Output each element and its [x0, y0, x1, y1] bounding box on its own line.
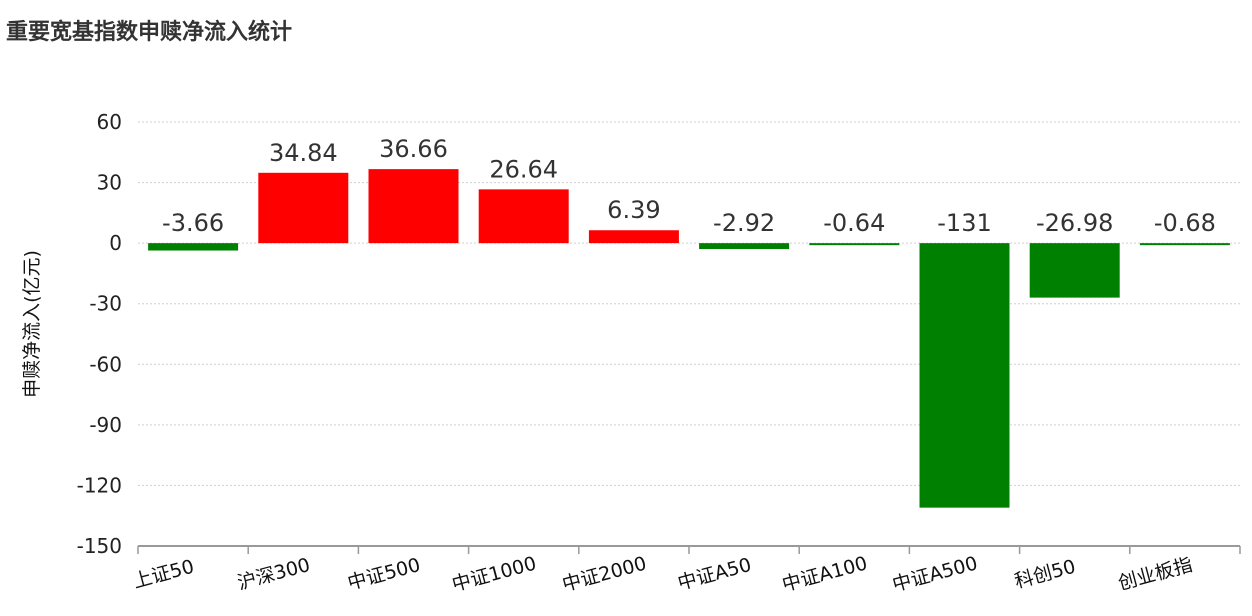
chart-title: 重要宽基指数申赎净流入统计: [6, 20, 293, 45]
bar: [588, 230, 679, 244]
bar: [809, 243, 900, 246]
data-label: -26.98: [1036, 209, 1113, 237]
bar: [919, 243, 1010, 508]
x-tick-label: 中证500: [345, 554, 422, 594]
data-label: -3.66: [162, 209, 224, 237]
y-tick-label: 0: [109, 231, 122, 255]
bar: [368, 169, 459, 244]
y-tick-label: 60: [97, 110, 122, 134]
x-tick-label: 中证2000: [560, 552, 649, 596]
x-tick-label: 创业板指: [1116, 554, 1195, 595]
y-tick-label: -60: [89, 352, 122, 376]
y-tick-label: -90: [89, 413, 122, 437]
bar: [478, 189, 569, 244]
data-label: 34.84: [269, 139, 338, 167]
x-tick-label: 中证A50: [675, 554, 753, 595]
data-label: 36.66: [379, 135, 448, 163]
bar: [1029, 243, 1120, 298]
y-tick-label: -150: [77, 534, 122, 558]
y-tick-label: -120: [77, 473, 122, 497]
x-tick-label: 科创50: [1012, 556, 1078, 593]
x-tick-label: 中证1000: [450, 552, 539, 596]
bar: [148, 243, 239, 251]
bar: [258, 172, 349, 244]
x-tick-label: 中证A500: [890, 552, 980, 596]
data-label: 6.39: [607, 196, 660, 224]
x-tick-label: 沪深300: [235, 554, 312, 594]
y-tick-label: 30: [97, 171, 122, 195]
y-tick-label: -30: [89, 292, 122, 316]
data-label: -0.68: [1154, 209, 1216, 237]
data-label: -2.92: [713, 209, 775, 237]
data-label: 26.64: [489, 155, 558, 183]
bar: [699, 243, 790, 250]
data-label: -131: [937, 209, 991, 237]
y-axis-title: 申赎净流入(亿元): [21, 250, 43, 398]
bar: [1139, 243, 1230, 246]
x-tick-label: 上证50: [131, 556, 197, 593]
data-label: -0.64: [823, 209, 885, 237]
x-tick-label: 中证A100: [780, 552, 870, 596]
